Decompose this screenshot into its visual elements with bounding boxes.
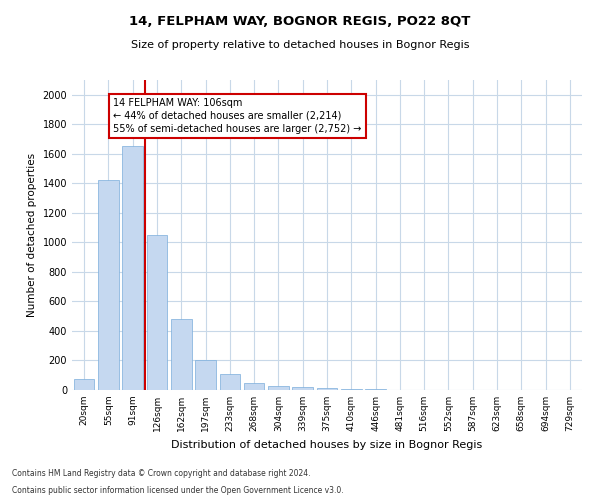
Bar	[341, 388, 362, 390]
Bar	[74, 379, 94, 390]
Text: Contains public sector information licensed under the Open Government Licence v3: Contains public sector information licen…	[12, 486, 344, 495]
Bar	[122, 146, 143, 390]
Bar	[171, 319, 191, 390]
Bar	[317, 388, 337, 390]
Text: Size of property relative to detached houses in Bognor Regis: Size of property relative to detached ho…	[131, 40, 469, 50]
Bar	[195, 360, 216, 390]
Text: 14, FELPHAM WAY, BOGNOR REGIS, PO22 8QT: 14, FELPHAM WAY, BOGNOR REGIS, PO22 8QT	[130, 15, 470, 28]
Y-axis label: Number of detached properties: Number of detached properties	[27, 153, 37, 317]
Bar	[244, 384, 265, 390]
Bar	[220, 374, 240, 390]
Bar	[268, 386, 289, 390]
Bar	[146, 235, 167, 390]
Text: 14 FELPHAM WAY: 106sqm
← 44% of detached houses are smaller (2,214)
55% of semi-: 14 FELPHAM WAY: 106sqm ← 44% of detached…	[113, 98, 362, 134]
Text: Contains HM Land Registry data © Crown copyright and database right 2024.: Contains HM Land Registry data © Crown c…	[12, 468, 311, 477]
X-axis label: Distribution of detached houses by size in Bognor Regis: Distribution of detached houses by size …	[172, 440, 482, 450]
Bar	[98, 180, 119, 390]
Bar	[292, 387, 313, 390]
